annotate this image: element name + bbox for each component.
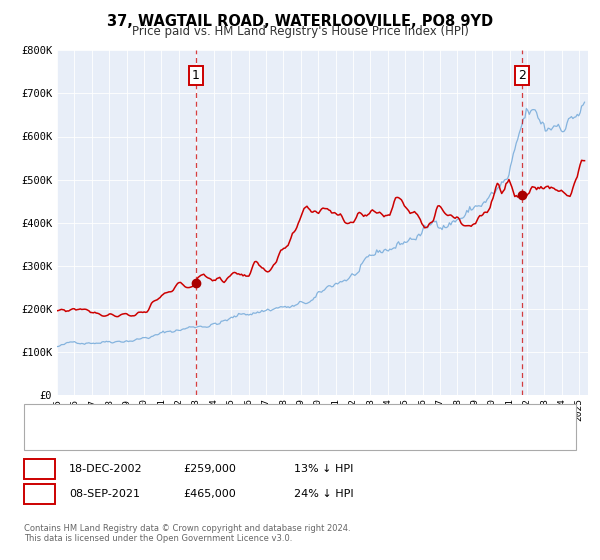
Text: 18-DEC-2002: 18-DEC-2002 <box>69 464 143 474</box>
Text: 2: 2 <box>518 69 526 82</box>
Text: 1: 1 <box>191 69 200 82</box>
Text: 2: 2 <box>35 487 44 501</box>
Text: Price paid vs. HM Land Registry's House Price Index (HPI): Price paid vs. HM Land Registry's House … <box>131 25 469 38</box>
Text: Contains HM Land Registry data © Crown copyright and database right 2024.: Contains HM Land Registry data © Crown c… <box>24 524 350 533</box>
Text: 08-SEP-2021: 08-SEP-2021 <box>69 489 140 499</box>
Text: £259,000: £259,000 <box>183 464 236 474</box>
Text: HPI: Average price, detached house, East Hampshire: HPI: Average price, detached house, East… <box>66 427 329 437</box>
Text: 13% ↓ HPI: 13% ↓ HPI <box>294 464 353 474</box>
Text: £465,000: £465,000 <box>183 489 236 499</box>
Text: ——: —— <box>39 403 70 417</box>
Text: This data is licensed under the Open Government Licence v3.0.: This data is licensed under the Open Gov… <box>24 534 292 543</box>
Text: 24% ↓ HPI: 24% ↓ HPI <box>294 489 353 499</box>
Text: 37, WAGTAIL ROAD, WATERLOOVILLE, PO8 9YD: 37, WAGTAIL ROAD, WATERLOOVILLE, PO8 9YD <box>107 14 493 29</box>
Text: 37, WAGTAIL ROAD, WATERLOOVILLE, PO8 9YD (detached house): 37, WAGTAIL ROAD, WATERLOOVILLE, PO8 9YD… <box>66 405 390 415</box>
Text: ——: —— <box>39 425 70 440</box>
Text: 1: 1 <box>35 463 44 476</box>
